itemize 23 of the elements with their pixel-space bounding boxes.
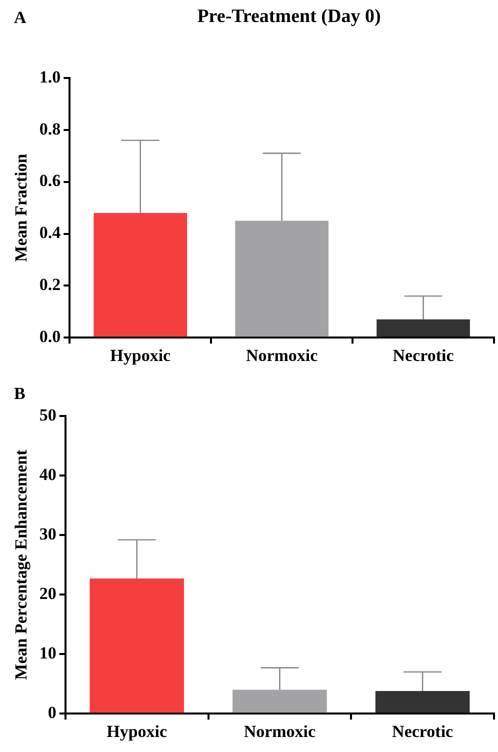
y-tick-label: 20 xyxy=(39,584,56,603)
x-tick-label: Normoxic xyxy=(246,346,318,366)
y-tick-label: 0.2 xyxy=(39,275,61,294)
y-tick-label: 30 xyxy=(39,524,56,544)
text: A xyxy=(14,8,26,28)
x-tick-label: Necrotic xyxy=(392,722,454,742)
y-tick-label: 50 xyxy=(39,405,56,424)
x-tick-label: Necrotic xyxy=(392,346,454,366)
x-tick-label: Hypoxic xyxy=(110,346,172,366)
y-tick-label: 0 xyxy=(48,702,56,722)
y-tick-label: 10 xyxy=(39,643,56,662)
y-axis-title: Mean Percentage Enhancement xyxy=(12,449,31,680)
chart-title: Pre-Treatment (Day 0) xyxy=(197,6,381,27)
y-tick-label: 0.0 xyxy=(39,326,61,346)
x-tick-label: Hypoxic xyxy=(106,722,168,742)
y-axis-title: Mean Fraction xyxy=(12,153,31,262)
y-tick-label: 0.6 xyxy=(39,171,61,190)
y-tick-label: 0.4 xyxy=(39,223,62,242)
x-tick-label: Normoxic xyxy=(244,722,316,742)
y-tick-label: 0.8 xyxy=(39,119,61,138)
text: B xyxy=(14,384,26,404)
y-tick-label: 1.0 xyxy=(39,67,61,86)
y-tick-label: 40 xyxy=(39,464,56,484)
